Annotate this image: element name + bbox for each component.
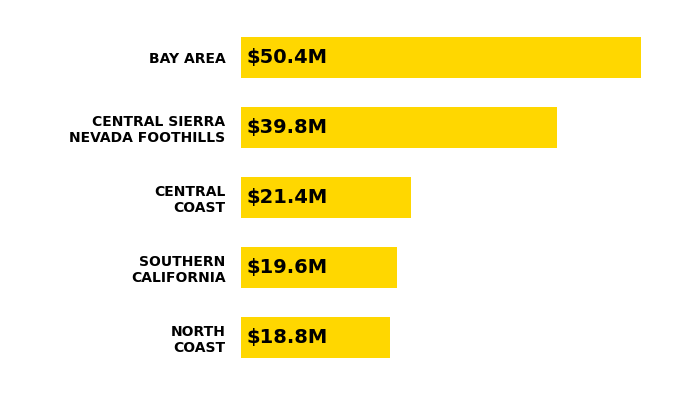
Bar	[241, 107, 556, 148]
Text: $21.4M: $21.4M	[246, 188, 328, 207]
Bar	[241, 317, 391, 357]
Bar	[241, 177, 411, 218]
Text: $39.8M: $39.8M	[246, 118, 328, 137]
Text: $19.6M: $19.6M	[246, 258, 328, 277]
Bar	[241, 38, 640, 78]
Bar	[241, 247, 397, 288]
Text: $18.8M: $18.8M	[246, 328, 328, 347]
Text: $50.4M: $50.4M	[246, 48, 328, 67]
